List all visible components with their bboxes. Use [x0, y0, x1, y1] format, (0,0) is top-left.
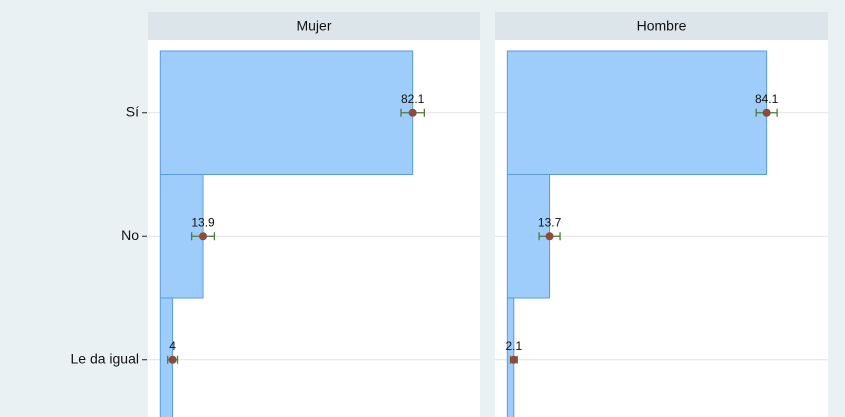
bar: [506, 50, 768, 175]
marker: [509, 355, 518, 364]
marker: [168, 355, 177, 364]
value-label: 84.1: [755, 92, 779, 106]
panel-title: Hombre: [637, 18, 687, 34]
panel-header: [495, 12, 828, 40]
panel-header: [148, 12, 480, 40]
y-tick-label: Le da igual: [70, 350, 139, 366]
value-label: 2.1: [505, 339, 522, 353]
value-label: 13.9: [191, 215, 215, 229]
y-tick-label: Sí: [126, 103, 139, 119]
value-label: 82.1: [401, 92, 425, 106]
marker: [408, 108, 417, 117]
value-label: 4: [169, 339, 176, 353]
marker: [199, 232, 208, 241]
bar: [159, 50, 414, 175]
marker: [545, 232, 554, 241]
panel-title: Mujer: [296, 18, 331, 34]
y-tick-label: No: [121, 227, 139, 243]
marker: [762, 108, 771, 117]
value-label: 13.7: [538, 215, 562, 229]
